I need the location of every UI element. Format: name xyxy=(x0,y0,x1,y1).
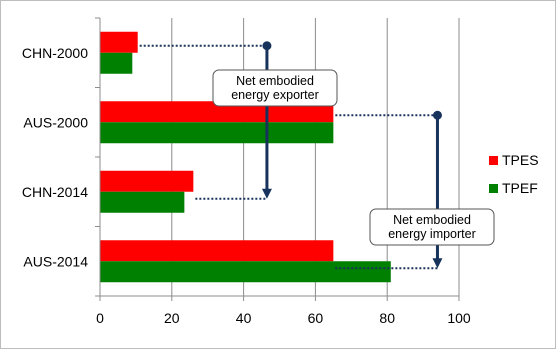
x-tick-label: 20 xyxy=(164,310,180,326)
bar-tpef xyxy=(100,191,185,213)
callout-box xyxy=(212,69,338,107)
legend: TPES TPEF xyxy=(489,152,539,196)
bar-tpes xyxy=(100,31,138,53)
legend-swatch xyxy=(489,156,498,165)
bars xyxy=(100,31,391,283)
legend-swatch xyxy=(489,184,498,193)
callout-text: Net embodied xyxy=(393,213,471,227)
category-label: CHN-2014 xyxy=(22,184,88,200)
bar-tpef xyxy=(100,122,334,144)
arrow-start-dot xyxy=(262,41,272,51)
bar-tpes xyxy=(100,240,334,262)
category-label: AUS-2014 xyxy=(23,253,88,269)
legend-label: TPEF xyxy=(502,180,538,196)
x-tick-label: 60 xyxy=(308,310,324,326)
legend-label: TPES xyxy=(502,152,539,168)
arrow-head xyxy=(261,188,272,199)
bar-tpef xyxy=(100,52,133,74)
x-tick-label: 40 xyxy=(236,310,252,326)
category-label: CHN-2000 xyxy=(22,45,88,61)
callout-text: energy importer xyxy=(388,227,476,241)
axes: 0 20 40 60 80 100 CHN-2000 AUS-2000 CHN-2014 AUS-… xyxy=(22,17,471,326)
x-tick-label: 0 xyxy=(96,310,104,326)
x-tick-label: 80 xyxy=(379,310,395,326)
callout-box xyxy=(369,208,495,246)
bar-tpes xyxy=(100,170,194,192)
bar-tpef xyxy=(100,261,391,283)
callout-text: Net embodied xyxy=(236,74,314,88)
arrow-head xyxy=(432,258,443,269)
category-label: AUS-2000 xyxy=(23,114,88,130)
callout-text: energy exporter xyxy=(231,88,319,102)
x-tick-label: 100 xyxy=(447,310,471,326)
arrow-start-dot xyxy=(432,110,442,120)
